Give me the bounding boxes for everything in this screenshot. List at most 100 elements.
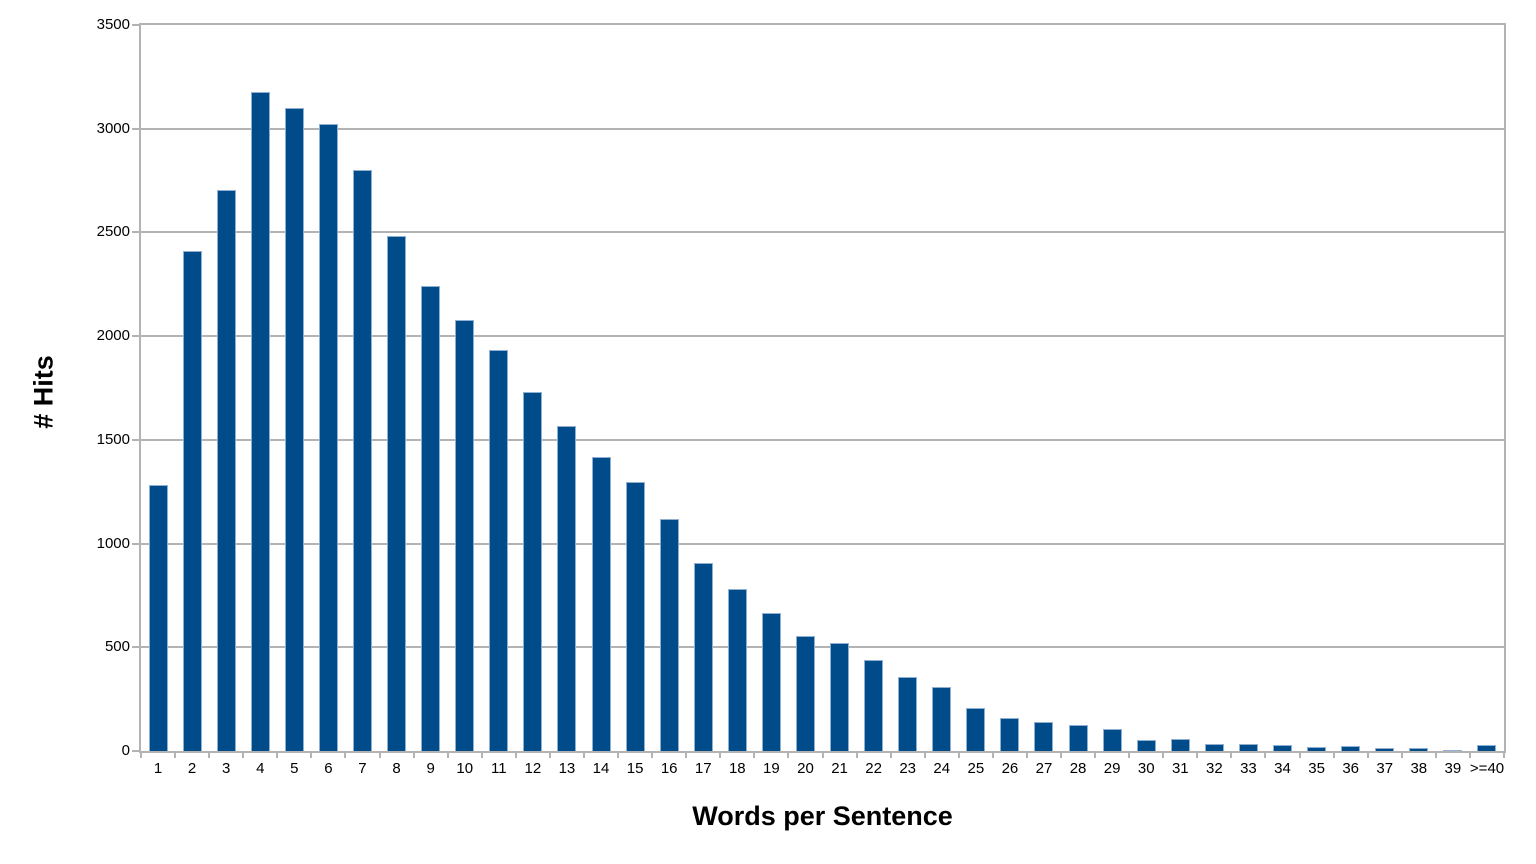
x-tick-label: 7 [358, 760, 367, 777]
x-tick-mark [1434, 753, 1437, 758]
bar [1273, 745, 1292, 751]
x-tick-mark [1332, 753, 1335, 758]
x-tick-mark [1196, 753, 1199, 758]
x-tick-mark [344, 753, 347, 758]
x-tick-label: >=40 [1469, 760, 1505, 777]
h-gridline [141, 438, 1504, 441]
bar [932, 687, 952, 751]
x-tick-mark [787, 753, 790, 758]
x-tick-label: 37 [1376, 760, 1394, 777]
x-tick-label: 14 [592, 760, 610, 777]
x-tick-mark [1025, 753, 1028, 758]
plot-area [139, 23, 1506, 753]
h-gridline [141, 231, 1504, 234]
y-tick-label: 500 [104, 638, 130, 656]
x-tick-mark [685, 753, 688, 758]
y-tick-label: 0 [121, 742, 130, 759]
bar [795, 636, 815, 751]
bar [693, 563, 713, 751]
x-tick-mark [1162, 753, 1165, 758]
bar [830, 643, 850, 751]
x-tick-label: 39 [1444, 760, 1462, 777]
y-axis-title: # Hits [28, 355, 59, 429]
x-tick-label: 23 [899, 760, 917, 777]
y-tick-label: 1500 [96, 430, 130, 448]
bar [898, 677, 918, 751]
x-tick-label: 4 [256, 760, 265, 777]
x-tick-mark [889, 753, 892, 758]
y-tick-mark [132, 438, 139, 441]
x-tick-label: 16 [660, 760, 678, 777]
x-tick-label: 32 [1206, 760, 1223, 777]
bar [1307, 747, 1327, 751]
x-tick-mark [1366, 753, 1369, 758]
bar [1102, 729, 1122, 751]
bar [421, 286, 441, 751]
x-tick-label: 12 [524, 760, 542, 777]
bar [489, 350, 509, 751]
bar [148, 485, 168, 751]
x-tick-mark [617, 753, 620, 758]
bar [1409, 748, 1429, 751]
x-tick-label: 1 [153, 760, 163, 777]
x-tick-mark [957, 753, 960, 758]
x-tick-label: 3 [222, 760, 231, 777]
x-tick-mark [1264, 753, 1267, 758]
bar [659, 519, 679, 751]
x-tick-mark [991, 753, 994, 758]
x-tick-label: 31 [1171, 760, 1189, 777]
x-tick-mark [310, 753, 313, 758]
x-tick-label: 9 [426, 760, 435, 777]
x-tick-mark [1400, 753, 1403, 758]
x-tick-label: 36 [1342, 760, 1359, 777]
x-tick-label: 6 [324, 760, 333, 777]
x-tick-label: 28 [1069, 760, 1087, 777]
x-tick-label: 26 [1001, 760, 1019, 777]
x-tick-mark [582, 753, 585, 758]
x-tick-mark [1128, 753, 1131, 758]
x-tick-mark [651, 753, 654, 758]
y-tick-label: 1000 [96, 534, 130, 552]
x-tick-label: 38 [1410, 760, 1428, 777]
x-tick-label: 29 [1103, 760, 1121, 777]
bar [557, 426, 577, 751]
bar [1204, 744, 1224, 751]
bar [864, 660, 884, 751]
h-gridline [141, 335, 1504, 338]
x-tick-label: 18 [728, 760, 746, 777]
bar [727, 589, 747, 751]
x-tick-mark [1298, 753, 1301, 758]
bar [1477, 745, 1497, 751]
x-tick-mark [446, 753, 449, 758]
bar [1068, 725, 1088, 751]
bar [284, 108, 304, 751]
bar [250, 92, 270, 751]
x-tick-mark [1094, 753, 1097, 758]
x-tick-mark [276, 753, 279, 758]
x-tick-label: 20 [797, 760, 814, 777]
y-tick-mark [132, 646, 139, 649]
y-tick-mark [132, 335, 139, 338]
h-gridline [141, 646, 1504, 649]
h-gridline [141, 127, 1504, 130]
x-tick-mark [174, 753, 177, 758]
y-tick-mark [132, 542, 139, 545]
x-tick-label: 24 [933, 760, 951, 777]
bar [1375, 748, 1395, 751]
x-tick-label: 25 [967, 760, 985, 777]
x-tick-mark [1503, 753, 1505, 758]
x-axis-title: Words per Sentence [692, 801, 953, 831]
x-tick-mark [514, 753, 517, 758]
x-tick-label: 2 [187, 760, 197, 777]
bar [352, 170, 372, 751]
x-tick-label: 13 [558, 760, 576, 777]
x-tick-label: 11 [490, 760, 507, 777]
y-tick-label: 3500 [96, 16, 130, 33]
y-tick-label: 2500 [96, 223, 130, 241]
x-tick-mark [412, 753, 415, 758]
x-tick-mark [140, 753, 142, 758]
bar [625, 482, 645, 751]
x-tick-label: 35 [1308, 760, 1325, 777]
bar [591, 457, 611, 751]
